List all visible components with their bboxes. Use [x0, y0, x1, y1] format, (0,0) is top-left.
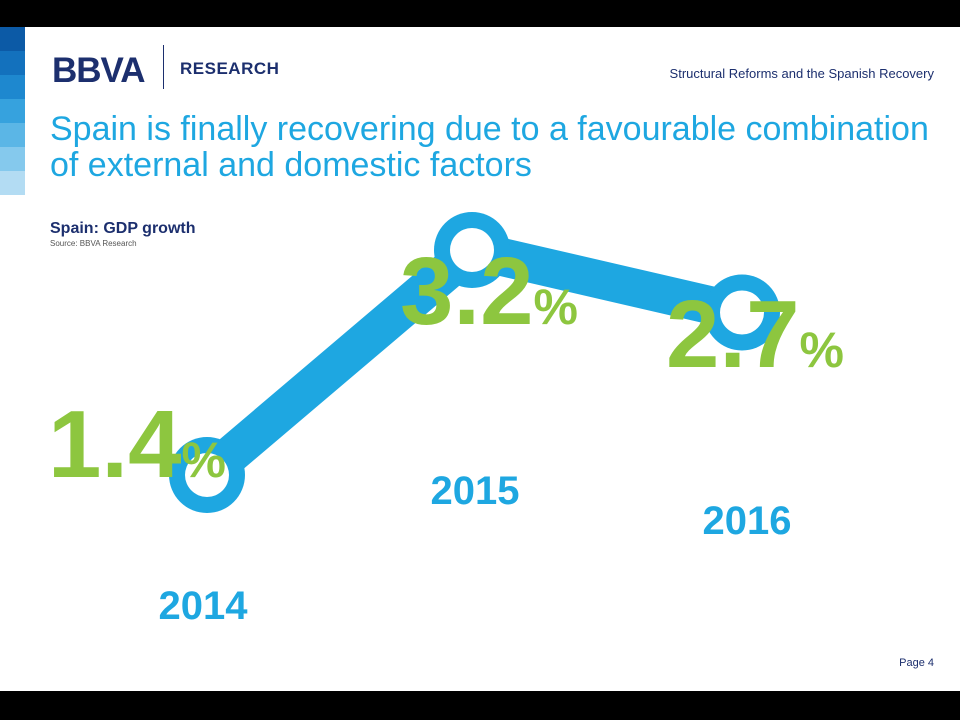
- stripe-3: [0, 99, 25, 123]
- stripe-4: [0, 123, 25, 147]
- slide: BBVA RESEARCH Structural Reforms and the…: [0, 27, 960, 691]
- chart-title: Spain: GDP growth: [50, 220, 196, 237]
- year-label-2015: 2015: [431, 469, 520, 513]
- decorative-stripes: [0, 27, 25, 195]
- stripe-5: [0, 147, 25, 171]
- data-point-inner-0: [185, 453, 229, 497]
- value-label-2015: 3.2%: [400, 238, 578, 345]
- stripe-1: [0, 51, 25, 75]
- slide-title: Spain is finally recovering due to a fav…: [50, 110, 929, 184]
- stripe-2: [0, 75, 25, 99]
- data-point-inner-2: [720, 290, 764, 335]
- gdp-growth-chart: 2014 2015 2016 1.4% 3.2% 2.7%: [48, 212, 844, 628]
- bbva-logo: BBVA: [52, 51, 146, 90]
- page-number: Page 4: [899, 657, 934, 669]
- year-label-2014: 2014: [159, 584, 249, 628]
- stripe-0: [0, 27, 25, 51]
- value-label-2014: 1.4%: [48, 391, 226, 498]
- year-label-2016: 2016: [703, 499, 792, 543]
- value-label-2016: 2.7%: [666, 281, 844, 388]
- research-label: RESEARCH: [180, 59, 280, 78]
- logo-divider: [163, 45, 164, 89]
- presentation-title: Structural Reforms and the Spanish Recov…: [669, 66, 934, 81]
- data-point-inner-1: [450, 228, 494, 272]
- chart-source: Source: BBVA Research: [50, 239, 137, 248]
- stripe-6: [0, 171, 25, 195]
